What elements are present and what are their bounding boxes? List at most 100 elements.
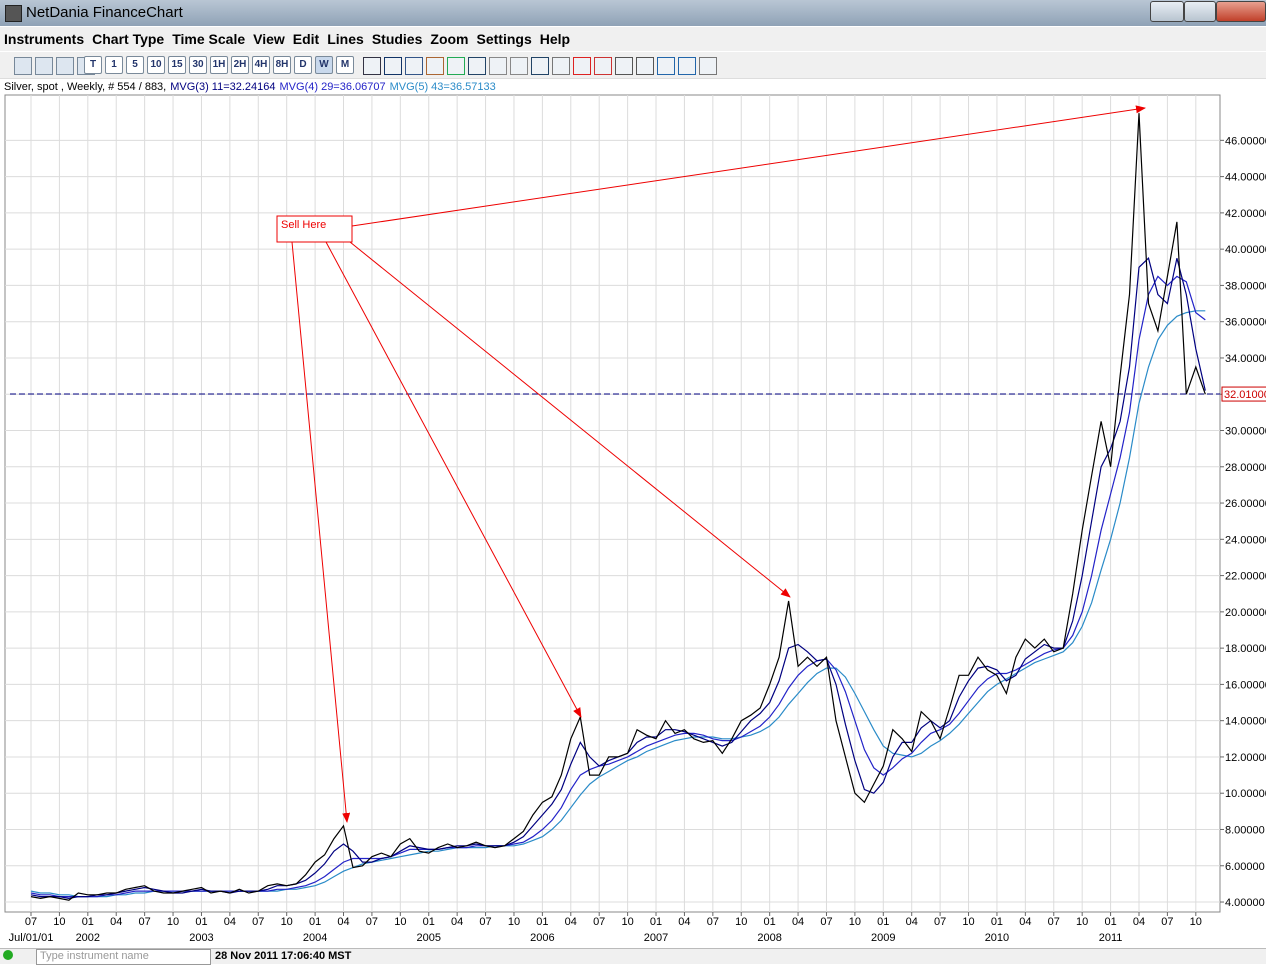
- y-tick-label: 18.00000: [1225, 643, 1266, 655]
- toolbar-icon[interactable]: [657, 57, 675, 75]
- menu-item[interactable]: Time Scale: [172, 31, 246, 47]
- toolbar-icon[interactable]: [14, 57, 32, 75]
- x-tick-label: 01: [536, 916, 548, 928]
- y-tick-label: 12.00000: [1225, 752, 1266, 764]
- price-line: [30, 275, 1206, 898]
- x-tick-label: 10: [735, 916, 747, 928]
- x-tick-label: 04: [224, 916, 236, 928]
- menu-item[interactable]: Instruments: [4, 31, 85, 47]
- menu-item[interactable]: Help: [539, 31, 571, 47]
- app-icon: [5, 5, 22, 22]
- x-tick-label: 01: [991, 916, 1003, 928]
- menu-bar: Instruments Chart Type Time Scale View Edit L…: [0, 27, 1266, 51]
- y-tick-label: 10.00000: [1225, 788, 1266, 800]
- timeframe-button[interactable]: 1H: [210, 56, 228, 74]
- toolbar-icon[interactable]: [594, 57, 612, 75]
- y-tick-label: 4.00000: [1225, 897, 1265, 909]
- minimize-button[interactable]: [1150, 1, 1184, 22]
- x-tick-label: 10: [849, 916, 861, 928]
- toolbar-icon[interactable]: [363, 57, 381, 75]
- info-line: Silver, spot , Weekly, # 554 / 883, MVG(3…: [4, 81, 500, 93]
- x-tick-label: 04: [1019, 916, 1031, 928]
- x-tick-label: 10: [281, 916, 293, 928]
- x-tick-label: 01: [1104, 916, 1116, 928]
- close-button[interactable]: [1216, 1, 1266, 22]
- toolbar-icon[interactable]: [405, 57, 423, 75]
- maximize-button[interactable]: [1184, 1, 1216, 22]
- timeframe-button[interactable]: 1: [105, 56, 123, 74]
- x-tick-label: 01: [195, 916, 207, 928]
- timeframe-button[interactable]: 5: [126, 56, 144, 74]
- x-year-label: 2011: [1099, 932, 1123, 944]
- y-tick-label: 26.00000: [1225, 498, 1266, 510]
- x-tick-label: 07: [1161, 916, 1173, 928]
- x-year-label: 2008: [757, 932, 781, 944]
- toolbar-icon[interactable]: [531, 57, 549, 75]
- x-tick-label: 10: [1076, 916, 1088, 928]
- status-datetime: 28 Nov 2011 17:06:40 MST: [215, 950, 352, 962]
- x-tick-label: 01: [764, 916, 776, 928]
- menu-item[interactable]: Settings: [476, 31, 532, 47]
- x-tick-label: 10: [962, 916, 974, 928]
- toolbar-icon[interactable]: [426, 57, 444, 75]
- y-tick-label: 8.00000: [1225, 824, 1265, 836]
- timeframe-button[interactable]: 4H: [252, 56, 270, 74]
- toolbar: T 1 5 10 15 30 1H 2H 4H 8H D W M: [0, 52, 1266, 79]
- toolbar-icon[interactable]: [699, 57, 717, 75]
- timeframe-button[interactable]: 15: [168, 56, 186, 74]
- last-price-label: 32.01000: [1224, 389, 1266, 401]
- x-tick-label: 10: [167, 916, 179, 928]
- y-tick-label: 40.00000: [1225, 244, 1266, 256]
- annotation-text: Sell Here: [281, 219, 326, 231]
- menu-item[interactable]: Edit: [292, 31, 320, 47]
- x-tick-label: 04: [1133, 916, 1145, 928]
- menu-item[interactable]: View: [253, 31, 285, 47]
- y-tick-label: 46.00000: [1225, 135, 1266, 147]
- toolbar-icon[interactable]: [636, 57, 654, 75]
- x-year-label: 2010: [985, 932, 1009, 944]
- timeframe-button[interactable]: D: [294, 56, 312, 74]
- toolbar-icon[interactable]: [56, 57, 74, 75]
- toolbar-icon[interactable]: [489, 57, 507, 75]
- x-year-label: 2007: [644, 932, 668, 944]
- title-bar: NetDania FinanceChart: [0, 0, 1266, 26]
- annotation-arrow: [325, 241, 582, 718]
- x-tick-label: 07: [139, 916, 151, 928]
- x-tick-label: 01: [650, 916, 662, 928]
- timeframe-button[interactable]: T: [84, 56, 102, 74]
- menu-item[interactable]: Lines: [327, 31, 364, 47]
- toolbar-icon[interactable]: [468, 57, 486, 75]
- x-year-label: 2006: [530, 932, 554, 944]
- toolbar-icon[interactable]: [552, 57, 570, 75]
- x-tick-label: 04: [451, 916, 463, 928]
- x-tick-label: 07: [707, 916, 719, 928]
- x-year-label: Jul/01/01: [9, 932, 54, 944]
- timeframe-button[interactable]: M: [336, 56, 354, 74]
- x-tick-label: 04: [906, 916, 918, 928]
- x-tick-label: 01: [309, 916, 321, 928]
- toolbar-icon[interactable]: [573, 57, 591, 75]
- menu-item[interactable]: Chart Type: [92, 31, 165, 47]
- x-tick-label: 04: [337, 916, 349, 928]
- toolbar-icon[interactable]: [384, 57, 402, 75]
- y-tick-label: 42.00000: [1225, 208, 1266, 220]
- toolbar-icon[interactable]: [678, 57, 696, 75]
- toolbar-icon[interactable]: [447, 57, 465, 75]
- timeframe-button[interactable]: 8H: [273, 56, 291, 74]
- annotation-box: [276, 215, 353, 243]
- toolbar-icon[interactable]: [510, 57, 528, 75]
- menu-item[interactable]: Studies: [371, 31, 423, 47]
- y-tick-label: 16.00000: [1225, 679, 1266, 691]
- toolbar-icon[interactable]: [35, 57, 53, 75]
- x-tick-label: 07: [593, 916, 605, 928]
- timeframe-button[interactable]: 10: [147, 56, 165, 74]
- menu-item[interactable]: Zoom: [430, 31, 469, 47]
- y-tick-label: 44.00000: [1225, 172, 1266, 184]
- x-year-label: 2009: [871, 932, 895, 944]
- y-tick-label: 34.00000: [1225, 353, 1266, 365]
- timeframe-button[interactable]: 2H: [231, 56, 249, 74]
- timeframe-button[interactable]: 30: [189, 56, 207, 74]
- timeframe-button[interactable]: W: [315, 56, 333, 74]
- instrument-search[interactable]: Type instrument name: [36, 949, 211, 965]
- toolbar-icon[interactable]: [615, 57, 633, 75]
